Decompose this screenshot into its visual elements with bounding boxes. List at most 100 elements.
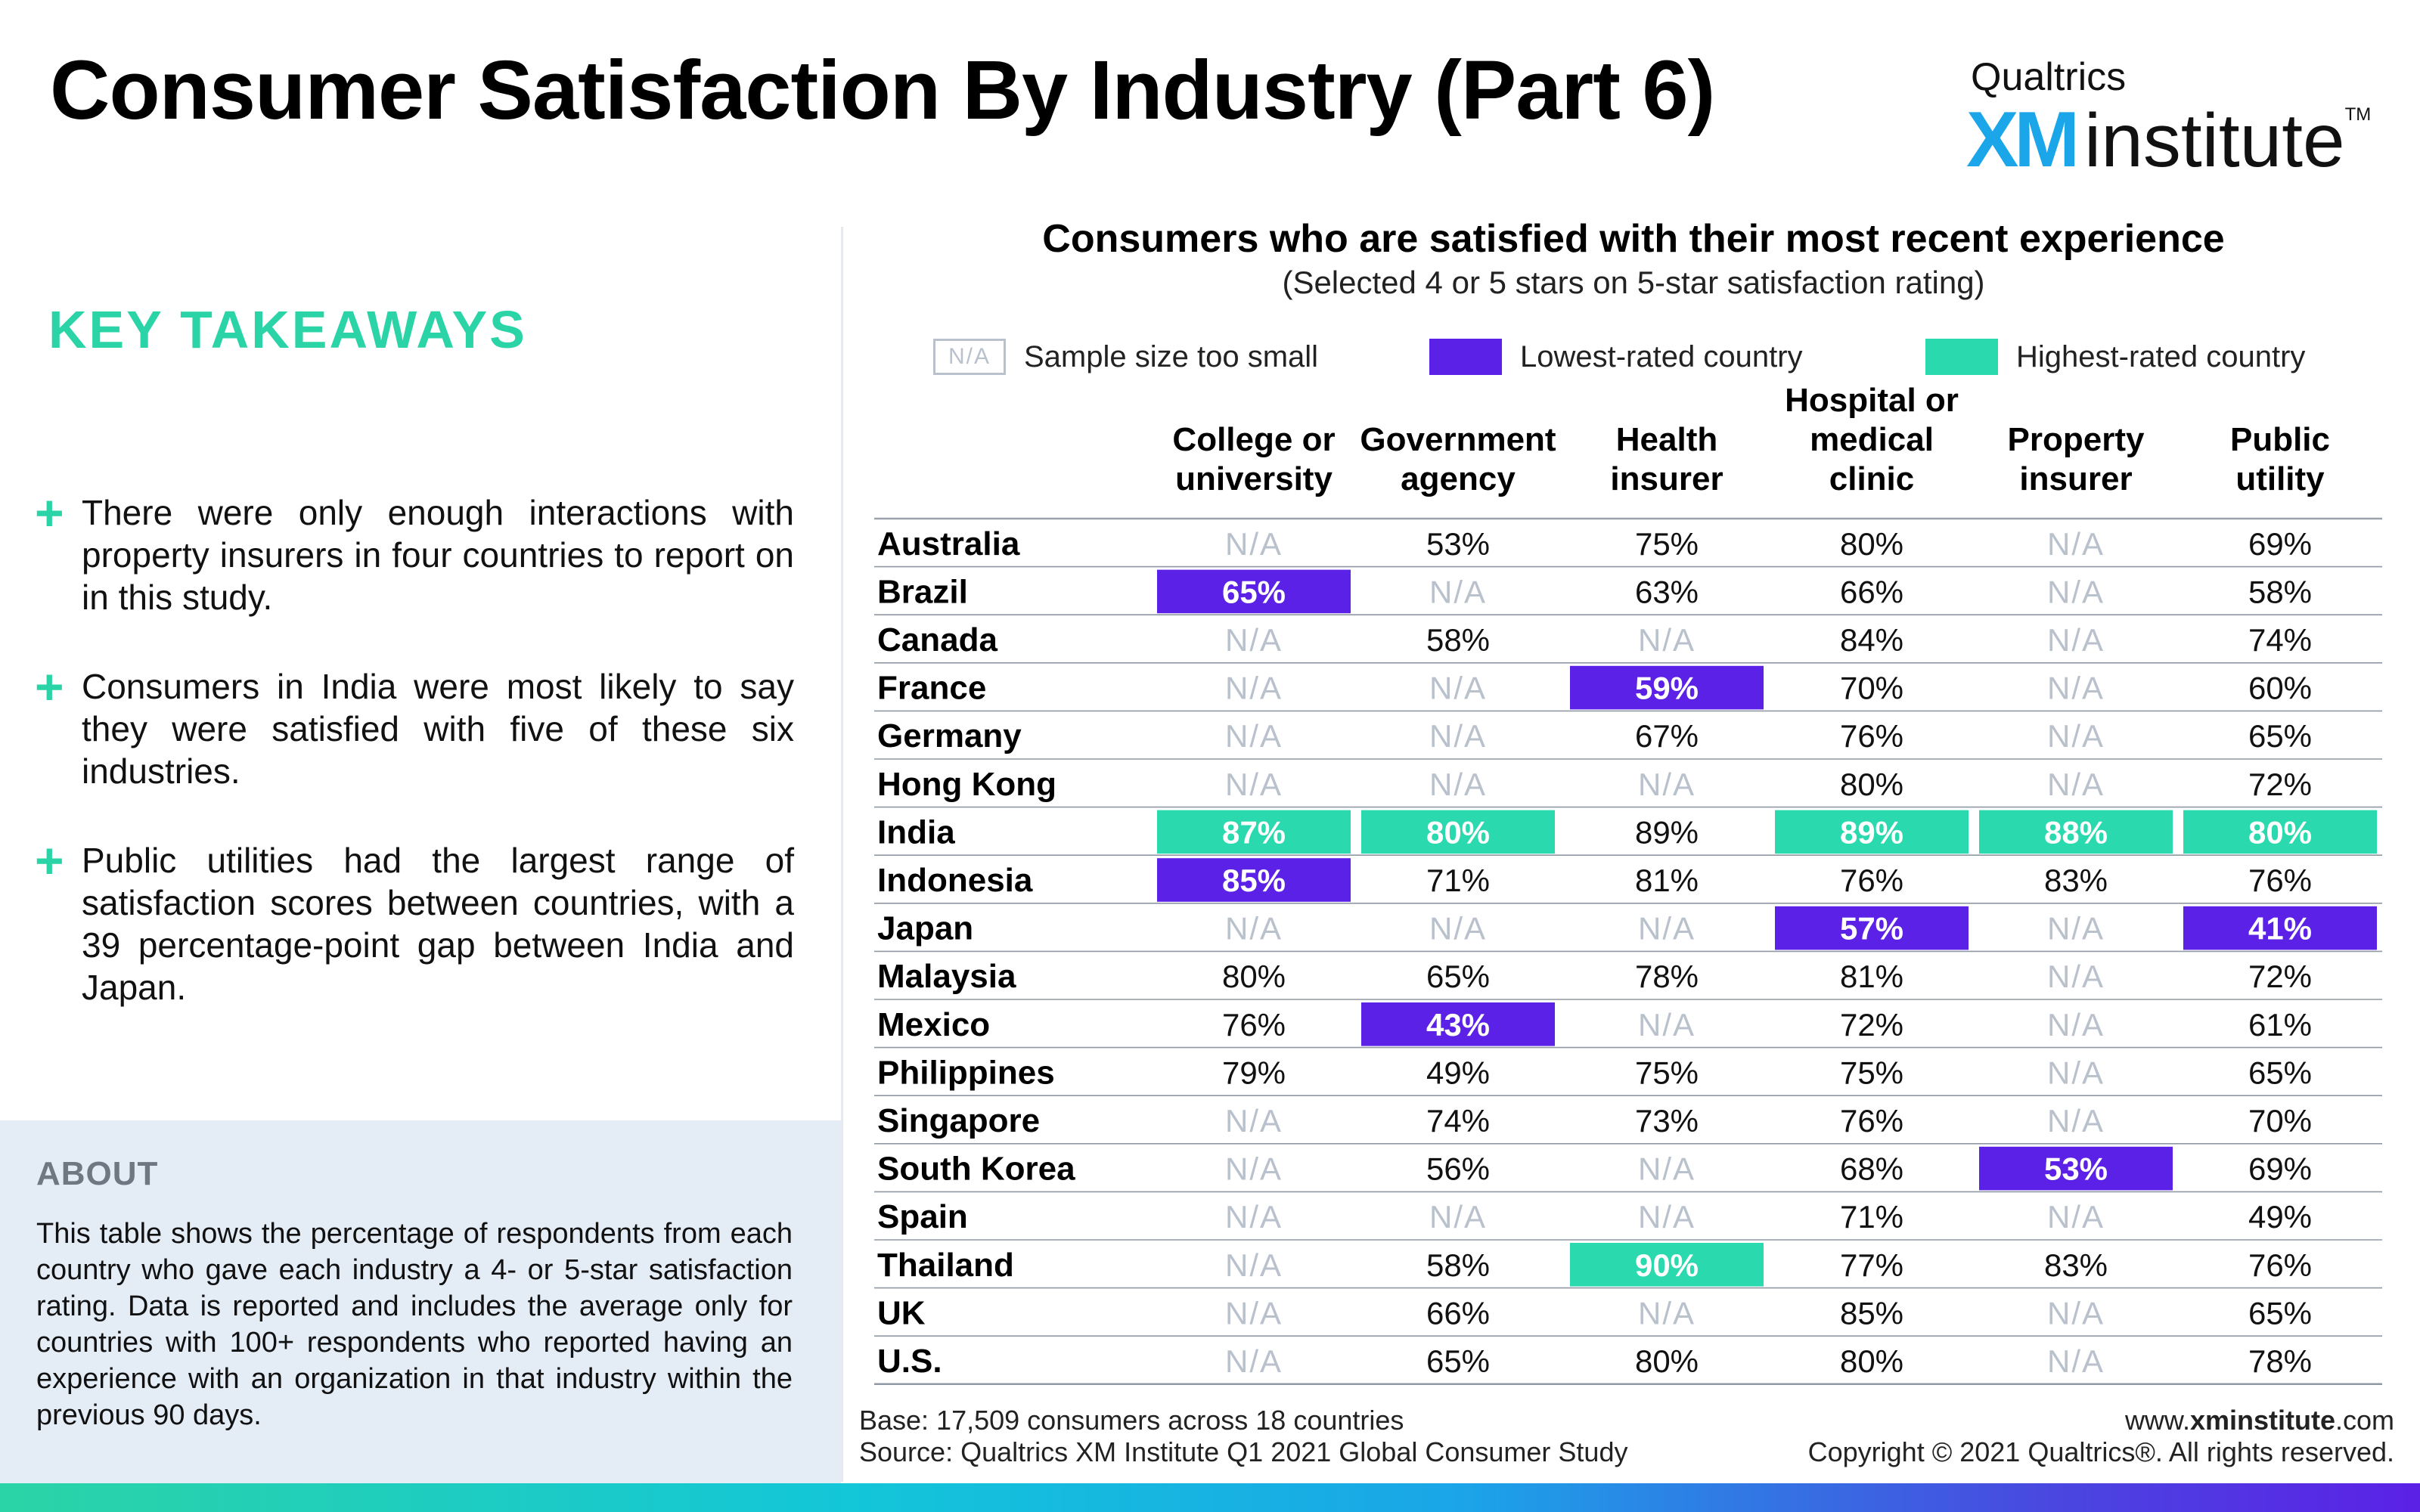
na-cell: N/A (1225, 1343, 1283, 1379)
value-cell: 90% (1635, 1247, 1699, 1283)
footer-url[interactable]: www.xminstitute.com (1808, 1405, 2394, 1436)
value-cell: 53% (2044, 1151, 2108, 1187)
na-cell: N/A (1429, 671, 1487, 706)
na-cell: N/A (2047, 1055, 2105, 1090)
na-cell: N/A (1638, 1151, 1696, 1187)
row-label: Hong Kong (877, 766, 1056, 803)
value-cell: 57% (1840, 911, 1903, 947)
value-cell: 81% (1635, 863, 1699, 898)
value-cell: 76% (1222, 1007, 1286, 1043)
logo-xm-text: XM (1966, 96, 2080, 184)
na-cell: N/A (2047, 911, 2105, 947)
row-label: France (877, 670, 986, 707)
value-cell: 49% (2248, 1199, 2312, 1235)
highest-cell (1775, 810, 1969, 854)
row-label: Singapore (877, 1102, 1040, 1139)
takeaway-text: Consumers in India were most likely to s… (82, 667, 794, 791)
logo-tm-mark: TM (2344, 104, 2372, 125)
takeaways-list: + There were only enough interactions wi… (35, 485, 794, 1055)
value-cell: 74% (1426, 1103, 1490, 1139)
column-header: Health (1616, 421, 1717, 458)
footer-copyright: Copyright © 2021 Qualtrics®. All rights … (1807, 1436, 2394, 1467)
value-cell: 65% (2248, 1295, 2312, 1331)
na-cell: N/A (2047, 1343, 2105, 1379)
legend-item-highest: Highest-rated country (1925, 339, 2305, 375)
value-cell: 85% (1222, 863, 1286, 898)
takeaway-item: + There were only enough interactions wi… (35, 485, 794, 618)
legend: N/A Sample size too small Lowest-rated c… (0, 339, 2420, 384)
na-cell: N/A (2047, 1199, 2105, 1235)
value-cell: 71% (1426, 863, 1490, 898)
na-cell: N/A (1638, 911, 1696, 947)
value-cell: 71% (1840, 1199, 1903, 1235)
footer-notes: Base: 17,509 consumers across 18 countri… (859, 1405, 1627, 1468)
column-header: utility (2235, 460, 2325, 497)
value-cell: 80% (1635, 1343, 1699, 1379)
value-cell: 85% (1840, 1295, 1903, 1331)
column-header: agency (1401, 460, 1516, 497)
takeaway-item: + Public utilities had the largest range… (35, 832, 794, 1009)
column-header: clinic (1829, 460, 1915, 497)
na-cell: N/A (1429, 718, 1487, 754)
value-cell: 80% (1840, 526, 1903, 562)
row-label: Indonesia (877, 862, 1033, 899)
legend-item-lowest: Lowest-rated country (1429, 339, 1803, 375)
value-cell: 74% (2248, 622, 2312, 658)
value-cell: 58% (1426, 622, 1490, 658)
na-cell: N/A (1225, 671, 1283, 706)
lowest-cell (1157, 858, 1351, 902)
value-cell: 41% (2248, 911, 2312, 947)
column-header: Property (2008, 421, 2145, 458)
page-title: Consumer Satisfaction By Industry (Part … (50, 44, 1715, 137)
legend-label-lowest: Lowest-rated country (1520, 339, 1803, 373)
value-cell: 76% (1840, 718, 1903, 754)
value-cell: 60% (2248, 671, 2312, 706)
value-cell: 84% (1840, 622, 1903, 658)
na-cell: N/A (2047, 959, 2105, 994)
logo-institute-text: institute (2084, 98, 2345, 183)
row-label: Japan (877, 910, 973, 947)
legend-label-highest: Highest-rated country (2016, 339, 2306, 373)
chart-title: Consumers who are satisfied with their m… (1042, 217, 2225, 261)
highest-cell (1361, 810, 1555, 854)
value-cell: 65% (1426, 959, 1490, 994)
footer-source: Source: Qualtrics XM Institute Q1 2021 G… (859, 1436, 1628, 1467)
value-cell: 65% (1222, 574, 1286, 609)
value-cell: 75% (1635, 1055, 1699, 1090)
na-cell: N/A (1429, 1199, 1487, 1235)
value-cell: 83% (2044, 1247, 2108, 1283)
value-cell: 68% (1840, 1151, 1903, 1187)
value-cell: 73% (1635, 1103, 1699, 1139)
value-cell: 81% (1840, 959, 1903, 994)
na-cell: N/A (1638, 767, 1696, 802)
column-header: Public (2230, 421, 2330, 458)
value-cell: 79% (1222, 1055, 1286, 1090)
na-cell: N/A (1429, 911, 1487, 947)
value-cell: 89% (1840, 814, 1903, 850)
na-cell: N/A (1429, 767, 1487, 802)
value-cell: 80% (2248, 814, 2312, 850)
value-cell: 78% (2248, 1343, 2312, 1379)
row-label: South Korea (877, 1151, 1075, 1188)
value-cell: 53% (1426, 526, 1490, 562)
value-cell: 80% (1840, 767, 1903, 802)
lowest-cell (1979, 1146, 2173, 1191)
na-cell: N/A (1225, 718, 1283, 754)
value-cell: 65% (2248, 718, 2312, 754)
na-cell: N/A (2047, 718, 2105, 754)
na-cell: N/A (2047, 1103, 2105, 1139)
value-cell: 76% (1840, 863, 1903, 898)
value-cell: 72% (2248, 767, 2312, 802)
bottom-gradient-bar (0, 1483, 2420, 1512)
value-cell: 59% (1635, 671, 1699, 706)
value-cell: 83% (2044, 863, 2108, 898)
row-label: India (877, 813, 955, 850)
value-cell: 76% (1840, 1103, 1903, 1139)
value-cell: 70% (1840, 671, 1903, 706)
row-label: UK (877, 1294, 926, 1331)
value-cell: 88% (2044, 814, 2108, 850)
highest-cell (1157, 810, 1351, 854)
value-cell: 80% (1222, 959, 1286, 994)
value-cell: 67% (1635, 718, 1699, 754)
